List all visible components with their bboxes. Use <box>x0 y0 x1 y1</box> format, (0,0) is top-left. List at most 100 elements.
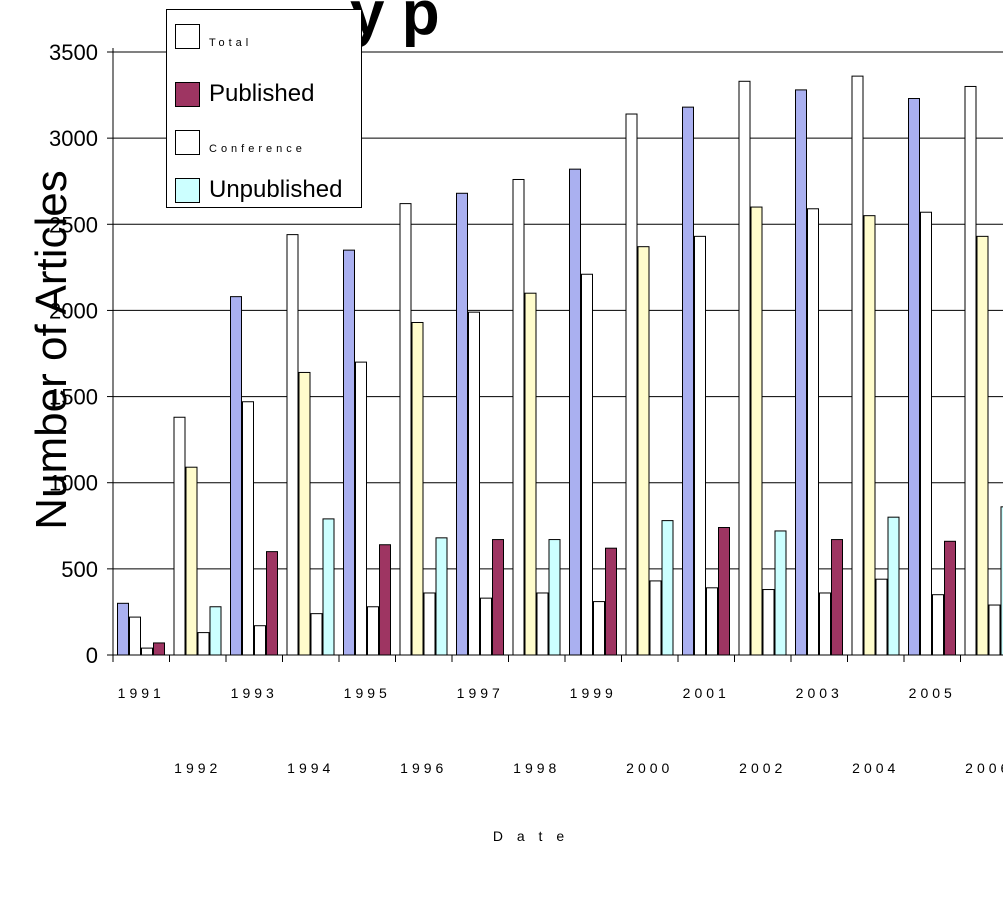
y-tick-label-1000: 1000 <box>49 471 98 496</box>
bar-conference-1991 <box>141 647 153 656</box>
x-tick-label-1992: 1992 <box>174 760 221 776</box>
bar-unpublished-2005 <box>944 540 956 656</box>
bar-published-2006 <box>976 235 989 656</box>
bar-published-1995 <box>355 361 367 656</box>
bar-total-2004 <box>851 75 864 656</box>
bar-conference-2000 <box>649 580 662 656</box>
bar-total-2006 <box>964 85 977 656</box>
legend-label-unpublished: Unpublished <box>209 176 343 203</box>
x-tick-label-1997: 1997 <box>457 685 504 701</box>
bar-conference-1995 <box>367 606 379 656</box>
chart-title-fragment: y p <box>350 0 440 48</box>
bar-total-2003 <box>795 89 807 656</box>
x-tick-label-2004: 2004 <box>852 760 899 776</box>
bar-published-1999 <box>581 273 593 656</box>
bar-conference-1999 <box>593 601 605 656</box>
y-tick-label-3500: 3500 <box>49 40 98 65</box>
bar-unpublished-1993 <box>266 551 278 656</box>
legend: Total Published Conference Unpublished <box>166 9 362 208</box>
bar-published-1991 <box>129 616 141 656</box>
bar-unpublished-2003 <box>831 539 843 656</box>
bar-conference-1998 <box>536 592 549 656</box>
bar-published-1993 <box>242 401 254 656</box>
bar-conference-2002 <box>762 589 775 656</box>
x-tick-label-1998: 1998 <box>513 760 560 776</box>
bar-published-2004 <box>863 215 876 656</box>
y-tick-labels: 0 500 1000 1500 2000 2500 3000 3500 <box>49 40 98 668</box>
bar-published-2003 <box>807 208 819 656</box>
x-tick-label-2001: 2001 <box>683 685 730 701</box>
bar-unpublished-1994 <box>322 518 335 656</box>
x-tick-label-2000: 2000 <box>626 760 673 776</box>
bar-published-2001 <box>694 235 706 656</box>
bar-conference-1994 <box>310 613 323 656</box>
bar-published-2005 <box>920 211 932 656</box>
bar-total-1991 <box>117 602 129 656</box>
x-axis-label: D a t e <box>493 828 569 844</box>
bar-conference-2006 <box>988 604 1001 656</box>
bar-total-2002 <box>738 80 751 656</box>
x-tick-label-2005: 2005 <box>909 685 956 701</box>
y-tick-label-3000: 3000 <box>49 126 98 151</box>
bar-unpublished-2006 <box>1000 506 1003 656</box>
y-tick-label-500: 500 <box>61 557 98 582</box>
bar-conference-2004 <box>875 578 888 656</box>
x-tick-label-2006: 2006 <box>965 760 1003 776</box>
bar-unpublished-2001 <box>718 527 730 656</box>
y-tick-label-2000: 2000 <box>49 298 98 323</box>
x-tick-label-1993: 1993 <box>231 685 278 701</box>
bar-unpublished-1998 <box>548 539 561 656</box>
legend-swatch-unpublished <box>175 178 200 203</box>
bar-total-1992 <box>173 416 186 656</box>
x-tick-label-1991: 1991 <box>118 685 165 701</box>
bar-published-1994 <box>298 371 311 656</box>
x-tick-label-1999: 1999 <box>570 685 617 701</box>
bar-total-1993 <box>230 296 242 656</box>
bar-unpublished-1996 <box>435 537 448 656</box>
y-tick-label-0: 0 <box>86 643 98 668</box>
bar-unpublished-2002 <box>774 530 787 656</box>
bar-total-1998 <box>512 178 525 656</box>
x-tick-labels: 1991 1992 1993 1994 1995 1996 1997 1998 1999 2000… <box>118 685 1003 776</box>
legend-label-total: Total <box>209 37 253 49</box>
bar-conference-1993 <box>254 625 266 656</box>
bar-total-1997 <box>456 192 468 656</box>
x-tick-label-1995: 1995 <box>344 685 391 701</box>
bar-total-1999 <box>569 168 581 656</box>
legend-label-conference: Conference <box>209 143 306 155</box>
y-tick-label-2500: 2500 <box>49 212 98 237</box>
bar-unpublished-2004 <box>887 516 900 656</box>
legend-swatch-total <box>175 24 200 49</box>
x-tick-label-2003: 2003 <box>796 685 843 701</box>
y-axis-label: Number of Articles <box>27 170 76 529</box>
bar-conference-2001 <box>706 587 718 656</box>
bar-total-1995 <box>343 249 355 656</box>
legend-label-published: Published <box>209 80 315 107</box>
bar-conference-2003 <box>819 592 831 656</box>
bar-unpublished-1991 <box>153 642 165 656</box>
legend-swatch-conference <box>175 130 200 155</box>
legend-swatch-published <box>175 82 200 107</box>
bar-unpublished-1999 <box>605 547 617 656</box>
bar-unpublished-1992 <box>209 606 222 656</box>
axes <box>107 48 1003 662</box>
bar-conference-1992 <box>197 632 210 656</box>
bar-total-2005 <box>908 98 920 656</box>
bar-published-2002 <box>750 206 763 656</box>
x-tick-label-2002: 2002 <box>739 760 786 776</box>
bar-conference-1997 <box>480 597 492 656</box>
y-tick-label-1500: 1500 <box>49 385 98 410</box>
bar-unpublished-1995 <box>379 544 391 656</box>
bar-published-1997 <box>468 311 480 656</box>
bar-published-1998 <box>524 292 537 656</box>
bars <box>117 75 1003 656</box>
bar-total-2000 <box>625 113 638 656</box>
bar-published-1996 <box>411 321 424 656</box>
bar-conference-2005 <box>932 594 944 656</box>
bar-unpublished-2000 <box>661 520 674 656</box>
bar-unpublished-1997 <box>492 539 504 656</box>
bar-published-1992 <box>185 466 198 656</box>
x-tick-label-1994: 1994 <box>287 760 334 776</box>
x-tick-label-1996: 1996 <box>400 760 447 776</box>
